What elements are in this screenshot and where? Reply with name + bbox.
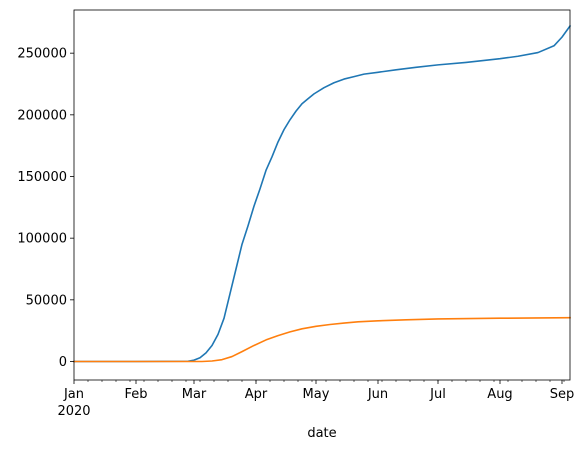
series-layer [73, 24, 572, 363]
x-tick-label: Apr [245, 387, 268, 402]
x-tick-label: Jun [367, 387, 388, 402]
x-tick-label: May [303, 387, 330, 402]
y-tick-label: 200000 [17, 108, 67, 123]
x-axis-title: date [307, 426, 336, 441]
x-tick-label: Jul [429, 387, 446, 402]
x-tick-label: Feb [124, 387, 147, 402]
y-tick-label: 150000 [17, 170, 67, 185]
x-tick-label: Aug [487, 387, 512, 402]
series-line-2 [73, 316, 571, 363]
x-tick-label: Sep [550, 387, 575, 402]
y-axis: 0 50000 100000 150000 200000 250000 [17, 47, 74, 370]
x-tick-label: Jan [63, 387, 84, 402]
plot-frame [73, 9, 571, 381]
y-tick-label: 250000 [17, 47, 67, 62]
x-axis: Jan 2020 Feb Mar Apr May Jun Jul Aug Sep [57, 380, 574, 419]
series-line-1 [73, 24, 572, 363]
x-tick-sublabel: 2020 [57, 404, 90, 419]
y-tick-label: 50000 [26, 293, 67, 308]
y-tick-label: 0 [59, 355, 67, 370]
x-tick-label: Mar [182, 387, 207, 402]
y-tick-label: 100000 [17, 232, 67, 247]
